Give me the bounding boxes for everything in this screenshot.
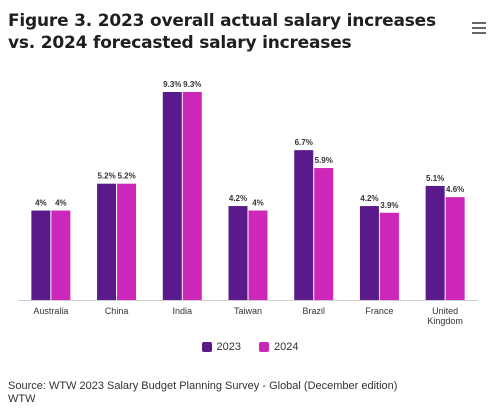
x-tick-label-brazil: Brazil bbox=[302, 306, 325, 316]
bar-2023-australia bbox=[31, 210, 51, 300]
x-tick-label-india: India bbox=[173, 306, 193, 316]
data-label-2023-india: 9.3% bbox=[163, 80, 181, 89]
chart-legend: 2023 2024 bbox=[0, 341, 500, 353]
hamburger-menu-icon[interactable] bbox=[472, 22, 486, 34]
chart-title: Figure 3. 2023 overall actual salary inc… bbox=[8, 11, 436, 53]
x-tick-label-china: China bbox=[105, 306, 129, 316]
data-label-2023-united-kingdom: 5.1% bbox=[426, 174, 444, 183]
data-label-2024-taiwan: 4% bbox=[252, 199, 264, 208]
bar-2024-australia bbox=[51, 210, 71, 300]
data-label-2024-united-kingdom: 4.6% bbox=[446, 185, 464, 194]
bar-2024-china bbox=[117, 183, 137, 300]
legend-label-2023: 2023 bbox=[216, 341, 241, 353]
bar-2023-france bbox=[359, 206, 379, 300]
bar-2023-china bbox=[97, 183, 117, 300]
bar-2023-brazil bbox=[294, 150, 314, 300]
bar-2024-brazil bbox=[314, 168, 334, 300]
data-label-2024-brazil: 5.9% bbox=[315, 156, 333, 165]
x-tick-label-united-kingdom: United bbox=[432, 306, 458, 316]
bar-2024-taiwan bbox=[248, 210, 268, 300]
data-label-2024-australia: 4% bbox=[55, 199, 67, 208]
source-line-2: WTW bbox=[8, 393, 36, 405]
x-tick-label-taiwan: Taiwan bbox=[234, 306, 262, 316]
source-line-1: Source: WTW 2023 Salary Budget Planning … bbox=[8, 380, 398, 392]
data-label-2023-brazil: 6.7% bbox=[295, 138, 313, 147]
source-note: Source: WTW 2023 Salary Budget Planning … bbox=[8, 380, 397, 406]
legend-swatch-2024 bbox=[259, 342, 269, 352]
legend-swatch-2023 bbox=[201, 342, 212, 352]
legend-item-2023[interactable]: 2023 bbox=[201, 341, 241, 353]
data-label-2023-china: 5.2% bbox=[97, 172, 115, 181]
x-tick-label-australia: Australia bbox=[33, 306, 68, 316]
bar-chart: 4% 4% Australia 5.2% 5.2% China 9.3% 9.3% India 4… bbox=[18, 80, 478, 326]
data-label-2024-france: 3.9% bbox=[380, 201, 398, 210]
legend-label-2024: 2024 bbox=[274, 341, 299, 353]
data-label-2023-france: 4.2% bbox=[360, 194, 378, 203]
data-label-2024-china: 5.2% bbox=[117, 172, 135, 181]
bar-2023-united-kingdom bbox=[425, 185, 445, 300]
legend-item-2024[interactable]: 2024 bbox=[259, 341, 298, 353]
bar-2023-taiwan bbox=[228, 206, 248, 300]
x-tick-label-france: France bbox=[365, 306, 393, 316]
bar-2023-india bbox=[162, 92, 182, 300]
x-tick-label-united-kingdom: Kingdom bbox=[427, 316, 463, 326]
bar-2024-india bbox=[182, 92, 202, 300]
bar-2024-france bbox=[379, 212, 399, 300]
data-label-2024-india: 9.3% bbox=[183, 80, 201, 89]
data-label-2023-australia: 4% bbox=[35, 199, 47, 208]
data-label-2023-taiwan: 4.2% bbox=[229, 194, 247, 203]
bar-2024-united-kingdom bbox=[445, 197, 465, 300]
